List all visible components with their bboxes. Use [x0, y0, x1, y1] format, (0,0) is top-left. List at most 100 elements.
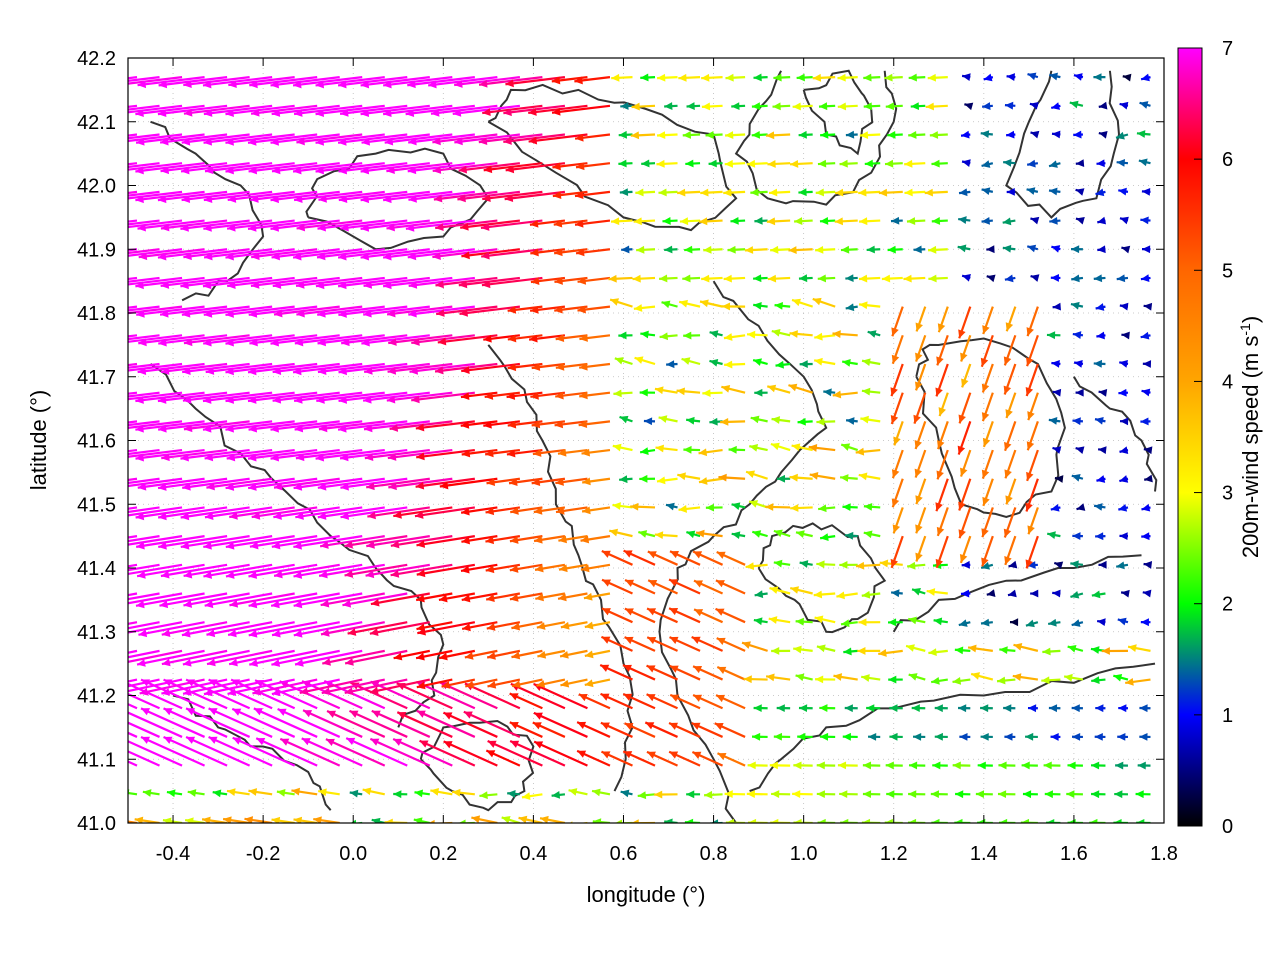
wind-arrow	[508, 477, 543, 487]
wind-arrow	[864, 159, 881, 168]
wind-arrow	[1053, 561, 1064, 570]
wind-arrow	[1072, 532, 1083, 540]
wind-arrow	[349, 709, 408, 738]
wind-arrow	[748, 500, 768, 509]
wind-arrow	[511, 678, 543, 689]
wind-arrow	[914, 449, 927, 478]
wind-arrow	[128, 276, 183, 286]
wind-arrow	[728, 445, 746, 454]
wind-arrow	[798, 188, 813, 197]
wind-arrow	[206, 649, 273, 667]
wind-arrow	[452, 104, 521, 117]
wind-arrow	[608, 274, 633, 283]
wind-arrow	[773, 73, 791, 82]
wind-arrow	[666, 360, 678, 369]
wind-arrow	[296, 219, 363, 232]
wind-arrow	[1012, 673, 1039, 681]
wind-arrow	[961, 560, 971, 569]
wind-arrow	[317, 477, 385, 491]
wind-arrow	[635, 188, 656, 197]
wind-arrow	[769, 586, 791, 595]
wind-arrow	[837, 102, 858, 111]
x-tick-label: -0.4	[156, 843, 190, 865]
wind-arrow	[668, 750, 701, 767]
wind-arrow	[225, 334, 295, 347]
wind-arrow	[316, 391, 385, 404]
wind-arrow	[251, 506, 318, 520]
wind-arrow	[1143, 561, 1153, 569]
wind-arrow	[465, 678, 498, 689]
wind-arrow	[437, 334, 498, 346]
y-tick-label: 42.0	[77, 176, 116, 198]
wind-arrow	[892, 507, 904, 534]
wind-arrow	[613, 389, 633, 398]
wind-arrow	[914, 421, 927, 450]
wind-arrow	[662, 217, 678, 225]
wind-arrow	[981, 363, 994, 393]
wind-arrow	[135, 448, 205, 462]
wind-arrow	[677, 188, 701, 197]
wind-arrow	[203, 305, 273, 318]
wind-arrow	[128, 334, 160, 341]
wind-arrow	[1117, 617, 1129, 626]
wind-arrow	[521, 792, 543, 801]
wind-arrow	[295, 276, 363, 289]
wind-arrow	[655, 444, 678, 453]
wind-arrow	[212, 789, 228, 798]
wind-arrow	[227, 276, 295, 289]
wind-arrow	[751, 732, 768, 741]
wind-arrow	[958, 216, 971, 224]
wind-arrow	[180, 535, 250, 550]
wind-arrow	[1121, 331, 1130, 340]
wind-arrow	[271, 649, 340, 667]
wind-arrow	[981, 392, 994, 422]
wind-arrow	[128, 190, 160, 197]
wind-arrow	[244, 816, 273, 823]
wind-arrow	[1141, 532, 1151, 541]
wind-arrow	[390, 535, 453, 549]
wind-arrow	[532, 448, 566, 457]
wind-arrow	[272, 276, 340, 289]
wind-arrow	[574, 219, 611, 228]
wind-arrow	[1025, 478, 1039, 512]
wind-arrow	[749, 444, 768, 452]
wind-arrow	[887, 245, 903, 254]
wind-arrow	[1094, 732, 1106, 741]
wind-arrow	[754, 216, 768, 225]
wind-arrow	[579, 334, 611, 342]
wind-arrow	[702, 389, 723, 398]
wind-arrow	[789, 586, 813, 595]
wind-arrow	[816, 790, 836, 799]
wind-arrow	[1021, 761, 1038, 770]
wind-arrow	[904, 188, 926, 197]
wind-arrow	[386, 305, 453, 318]
wind-arrow	[961, 73, 971, 81]
wind-arrow	[630, 131, 656, 140]
wind-arrow	[913, 732, 926, 741]
wind-arrow	[788, 383, 813, 394]
wind-arrow	[618, 331, 633, 340]
wind-arrow	[1072, 331, 1084, 339]
wind-arrow	[457, 819, 475, 823]
wind-arrow	[461, 248, 521, 260]
wind-arrow	[292, 162, 363, 175]
wind-arrow	[744, 246, 768, 254]
wind-arrow	[889, 732, 903, 741]
wind-arrow	[798, 130, 813, 139]
wind-arrow	[1115, 761, 1128, 770]
wind-arrow	[709, 819, 723, 823]
wind-arrow	[798, 274, 813, 283]
wind-arrow	[1026, 449, 1039, 482]
wind-arrow	[270, 76, 340, 89]
wind-arrow	[271, 535, 340, 550]
y-tick-label: 41.4	[77, 558, 116, 580]
wind-arrow	[337, 133, 408, 146]
wind-arrow	[1114, 790, 1128, 799]
wind-arrow	[318, 788, 340, 797]
wind-arrow	[247, 448, 318, 462]
wind-arrow	[863, 502, 881, 511]
wind-arrow	[344, 563, 408, 578]
wind-arrow	[360, 219, 430, 232]
wind-arrow	[296, 133, 363, 146]
wind-arrow	[342, 592, 408, 608]
